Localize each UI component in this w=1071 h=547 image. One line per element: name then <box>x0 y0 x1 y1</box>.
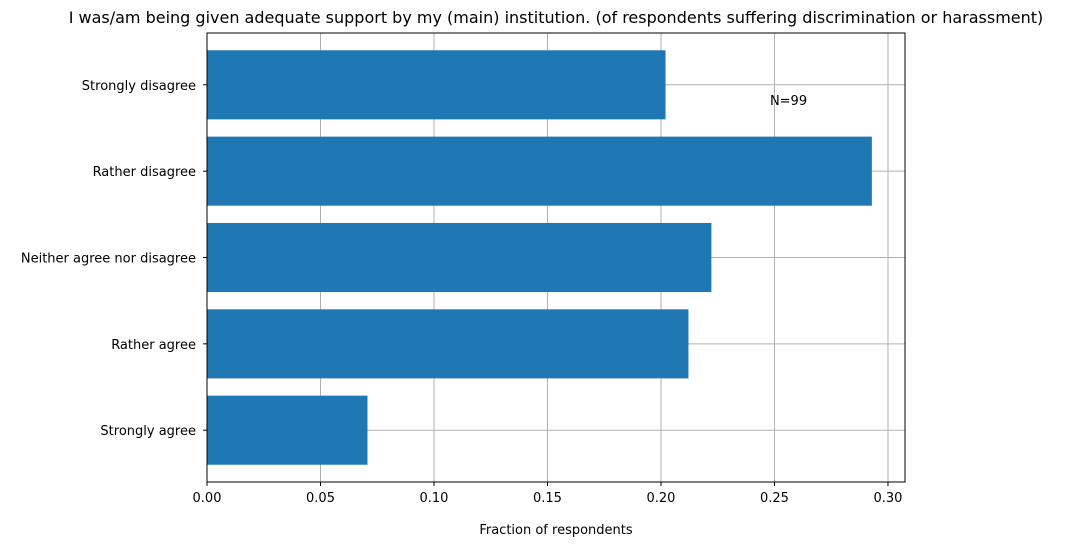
y-axis: Strongly agree Rather agree Neither agree … <box>21 79 207 439</box>
y-tick-label: Neither agree nor disagree <box>21 252 196 267</box>
y-tick-label: Rather agree <box>111 338 196 353</box>
bars <box>207 50 872 465</box>
sample-size-annotation: N=99 <box>770 94 807 109</box>
y-tick-label: Rather disagree <box>93 165 196 180</box>
x-tick-label: 0.10 <box>420 491 449 506</box>
x-tick-label: 0.15 <box>533 491 562 506</box>
x-tick-label: 0.00 <box>193 491 222 506</box>
bar <box>207 50 666 120</box>
bar <box>207 222 712 293</box>
chart-title: I was/am being given adequate support by… <box>69 8 1044 27</box>
x-tick-label: 0.30 <box>873 491 902 506</box>
x-axis: 0.00 0.05 0.10 0.15 0.20 0.25 0.30 <box>193 482 902 506</box>
x-tick-label: 0.05 <box>306 491 335 506</box>
bar <box>207 136 872 206</box>
x-tick-label: 0.25 <box>760 491 789 506</box>
x-axis-label: Fraction of respondents <box>479 523 633 538</box>
bar <box>207 309 689 379</box>
bar <box>207 395 368 465</box>
x-tick-label: 0.20 <box>647 491 676 506</box>
plot-frame <box>206 32 906 483</box>
y-tick-label: Strongly agree <box>100 424 196 439</box>
y-tick-label: Strongly disagree <box>82 79 196 94</box>
